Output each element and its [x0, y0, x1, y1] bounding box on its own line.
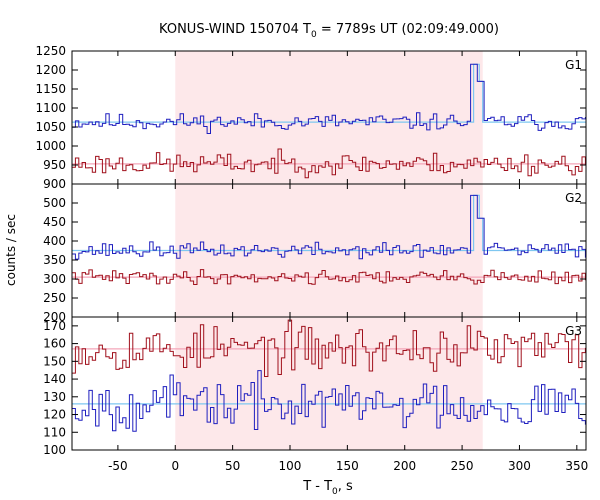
panel-label: G1	[565, 58, 582, 72]
y-tick-label: 1150	[35, 82, 66, 96]
panel-label: G3	[565, 324, 582, 338]
y-tick-label: 130	[43, 390, 66, 404]
y-tick-label: 250	[43, 291, 66, 305]
y-tick-label: 1200	[35, 63, 66, 77]
x-tick-label: 100	[279, 459, 302, 473]
x-tick-label: 50	[225, 459, 240, 473]
y-tick-label: 1000	[35, 139, 66, 153]
panel-g2: 200 250 300 350 400 450 500 G2	[43, 183, 587, 324]
panel-g3: 100 110 120 130 140 150 160 170 G3	[43, 316, 587, 457]
y-tick-label: 110	[43, 425, 66, 439]
fit-line-g2-0	[72, 194, 586, 252]
plot-area: 900950100010501100115012001250G120025030…	[35, 44, 588, 473]
x-tick-label: 200	[393, 459, 416, 473]
x-tick-label: 300	[508, 459, 531, 473]
y-tick-label: 150	[43, 354, 66, 368]
y-tick-label: 120	[43, 408, 66, 422]
series-line-g1-0	[72, 63, 586, 134]
series-line-g1-1	[72, 148, 586, 179]
y-tick-label: 100	[43, 443, 66, 457]
x-tick-label: 250	[451, 459, 474, 473]
y-tick-label: 1250	[35, 44, 66, 58]
x-tick-label: -50	[108, 459, 128, 473]
panel-frame	[71, 316, 587, 451]
y-axis-label: counts / sec	[4, 214, 18, 286]
series-line-g2-0	[72, 194, 586, 260]
x-tick-label: 150	[336, 459, 359, 473]
y-tick-label: 1050	[35, 120, 66, 134]
y-tick-label: 500	[43, 196, 66, 210]
chart-title: KONUS-WIND 150704 T0 = 7789s UT (02:09:4…	[159, 22, 499, 40]
x-axis-label: T - T0, s	[302, 479, 353, 497]
y-tick-label: 450	[43, 215, 66, 229]
y-tick-label: 1100	[35, 101, 66, 115]
x-tick-label: 350	[565, 459, 588, 473]
series-line-g3-1	[72, 370, 586, 432]
series-line-g2-1	[72, 269, 586, 285]
y-tick-label: 300	[43, 272, 66, 286]
series-line-g3-0	[72, 319, 586, 377]
y-tick-label: 900	[43, 177, 66, 191]
y-tick-label: 350	[43, 253, 66, 267]
y-tick-label: 400	[43, 234, 66, 248]
fit-line-g1-0	[72, 63, 586, 123]
y-tick-label: 170	[43, 319, 66, 333]
y-tick-label: 200	[43, 310, 66, 324]
panel-g1: 900 950 1000 1050 1100 1150 1200 1250 G1	[35, 44, 587, 191]
x-tick-label: 0	[171, 459, 179, 473]
y-tick-label: 950	[43, 158, 66, 172]
panel-label: G2	[565, 191, 582, 205]
y-tick-label: 160	[43, 337, 66, 351]
y-tick-label: 140	[43, 372, 66, 386]
